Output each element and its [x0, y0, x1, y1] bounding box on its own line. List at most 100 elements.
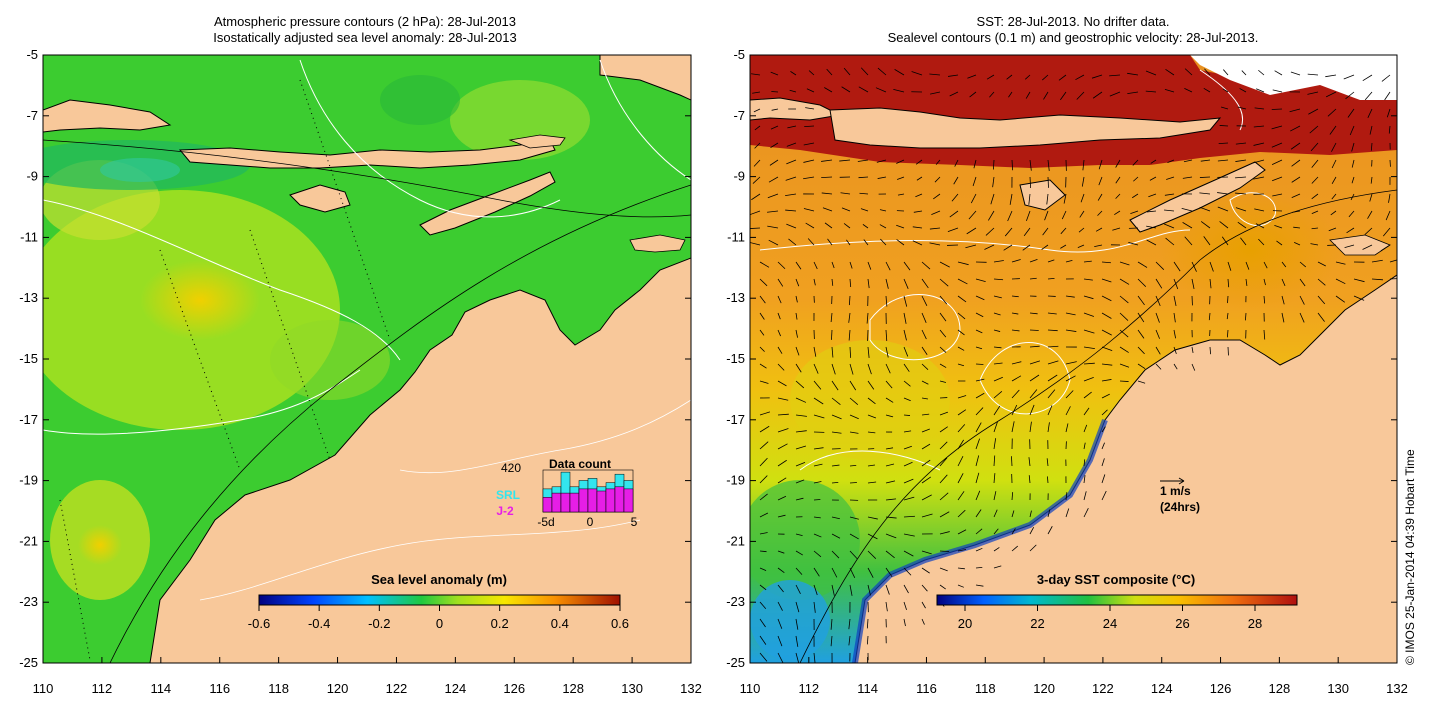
- x-axis-tick-label: 110: [740, 681, 761, 696]
- colorbar-tick-label: 20: [958, 616, 972, 631]
- y-axis-tick-label: -19: [726, 473, 745, 488]
- velocity-arrow: [1011, 456, 1012, 466]
- data-count-bar-j2: [561, 493, 570, 512]
- y-axis-tick-label: -17: [726, 412, 745, 427]
- velocity-arrow: [1220, 125, 1228, 126]
- y-axis-tick-label: -5: [26, 47, 38, 62]
- data-count-xtick-mid: 0: [587, 515, 594, 529]
- colorbar-tick-label: 24: [1103, 616, 1117, 631]
- velocity-arrow: [1048, 177, 1049, 188]
- data-count-bar-j2: [543, 497, 552, 512]
- colorbar-tick-label: 0.2: [491, 616, 509, 631]
- velocity-key-label: 1 m/s: [1160, 484, 1191, 498]
- y-axis-tick-label: -23: [726, 594, 745, 609]
- x-axis-tick-label: 118: [975, 681, 996, 696]
- x-axis-tick-label: 124: [1151, 681, 1173, 696]
- copyright-text: © IMOS 25-Jan-2014 04:39 Hobart Time: [1403, 449, 1417, 665]
- y-axis-tick-label: -15: [19, 351, 38, 366]
- sst-title-line2: Sealevel contours (0.1 m) and geostrophi…: [888, 30, 1259, 45]
- y-axis-tick-label: -25: [726, 655, 745, 670]
- sla-title-line1: Atmospheric pressure contours (2 hPa): 2…: [214, 14, 516, 29]
- sla-blob: [100, 158, 180, 182]
- colorbar-tick-label: 22: [1030, 616, 1044, 631]
- data-count-bar-j2: [624, 489, 633, 512]
- y-axis-tick-label: -17: [19, 412, 38, 427]
- y-axis-tick-label: -9: [26, 169, 38, 184]
- y-axis-tick-label: -13: [726, 290, 745, 305]
- colorbar-tick-label: 0.4: [551, 616, 569, 631]
- y-axis-tick-label: -5: [733, 47, 745, 62]
- velocity-arrow: [940, 551, 949, 552]
- x-axis-tick-label: 126: [503, 681, 525, 696]
- colorbar-tick-label: 26: [1175, 616, 1189, 631]
- x-axis-tick-label: 122: [1092, 681, 1114, 696]
- y-axis-tick-label: -11: [20, 229, 38, 244]
- colorbar-tick-label: -0.4: [308, 616, 330, 631]
- data-count-bar-j2: [552, 493, 561, 512]
- colorbar-tick-label: 0: [436, 616, 443, 631]
- legend-j2: J-2: [496, 504, 514, 518]
- velocity-arrow: [850, 482, 857, 483]
- data-count-xtick-end: 5: [631, 515, 638, 529]
- data-count-bar-j2: [588, 489, 597, 512]
- data-count-bar-j2: [597, 491, 606, 512]
- x-axis-tick-label: 124: [445, 681, 467, 696]
- x-axis-tick-label: 116: [916, 681, 937, 696]
- data-count-bar-j2: [606, 489, 615, 512]
- sla-blob: [140, 260, 260, 340]
- velocity-arrow: [1120, 381, 1129, 382]
- y-axis-tick-label: -21: [19, 533, 38, 548]
- data-count-xtick-start: -5d: [537, 515, 554, 529]
- y-axis-tick-label: -23: [19, 594, 38, 609]
- x-axis-tick-label: 128: [562, 681, 584, 696]
- x-axis-tick-label: 120: [327, 681, 349, 696]
- sla-colorbar-gradient: [259, 595, 620, 605]
- data-count-bar-j2: [615, 487, 624, 512]
- x-axis-tick-label: 132: [680, 681, 702, 696]
- sst-blob: [750, 580, 830, 660]
- data-count-title: Data count: [549, 457, 611, 471]
- sst-title-line1: SST: 28-Jul-2013. No drifter data.: [977, 14, 1170, 29]
- velocity-arrow: [1272, 109, 1282, 110]
- sst-map-area: 1 m/s (24hrs) 3-day SST composite (°C) 2…: [740, 55, 1401, 663]
- x-axis-tick-label: 128: [1269, 681, 1291, 696]
- sla-map-panel: Atmospheric pressure contours (2 hPa): 2…: [10, 14, 702, 696]
- y-axis-tick-label: -13: [19, 290, 38, 305]
- y-axis-tick-label: -9: [733, 169, 745, 184]
- sst-colorbar-label: 3-day SST composite (°C): [1037, 572, 1195, 587]
- sla-title-line2: Isostatically adjusted sea level anomaly…: [213, 30, 517, 45]
- colorbar-tick-label: -0.2: [368, 616, 390, 631]
- sst-map-panel: SST: 28-Jul-2013. No drifter data. Seale…: [726, 14, 1408, 696]
- data-count-total: 420: [501, 461, 521, 475]
- y-axis-tick-label: -21: [726, 533, 745, 548]
- colorbar-tick-label: 28: [1248, 616, 1262, 631]
- sla-blob: [380, 75, 460, 125]
- x-axis-tick-label: 122: [386, 681, 408, 696]
- x-axis-tick-label: 116: [209, 681, 230, 696]
- velocity-key-sublabel: (24hrs): [1160, 500, 1200, 514]
- x-axis-tick-label: 126: [1210, 681, 1232, 696]
- y-axis-tick-label: -19: [19, 473, 38, 488]
- sla-map-area: 420 Data count SRL J-2 -5d 0 5 Sea level…: [10, 55, 691, 663]
- y-axis-tick-label: -25: [19, 655, 38, 670]
- x-axis-tick-label: 110: [33, 681, 54, 696]
- sla-blob: [78, 525, 122, 565]
- velocity-arrow: [1030, 330, 1039, 331]
- x-axis-tick-label: 120: [1033, 681, 1055, 696]
- x-axis-tick-label: 132: [1386, 681, 1408, 696]
- x-axis-tick-label: 130: [621, 681, 643, 696]
- x-axis-tick-label: 130: [1327, 681, 1349, 696]
- x-axis-tick-label: 114: [150, 681, 171, 696]
- y-axis-tick-label: -15: [726, 351, 745, 366]
- sla-colorbar-label: Sea level anomaly (m): [371, 572, 507, 587]
- legend-srl: SRL: [496, 488, 520, 502]
- y-axis-tick-label: -11: [727, 229, 745, 244]
- colorbar-tick-label: -0.6: [248, 616, 270, 631]
- y-axis-tick-label: -7: [733, 108, 745, 123]
- x-axis-tick-label: 118: [268, 681, 289, 696]
- x-axis-tick-label: 114: [857, 681, 878, 696]
- sst-colorbar-gradient: [937, 595, 1297, 605]
- data-count-bar-j2: [570, 493, 579, 512]
- x-axis-tick-label: 112: [798, 681, 819, 696]
